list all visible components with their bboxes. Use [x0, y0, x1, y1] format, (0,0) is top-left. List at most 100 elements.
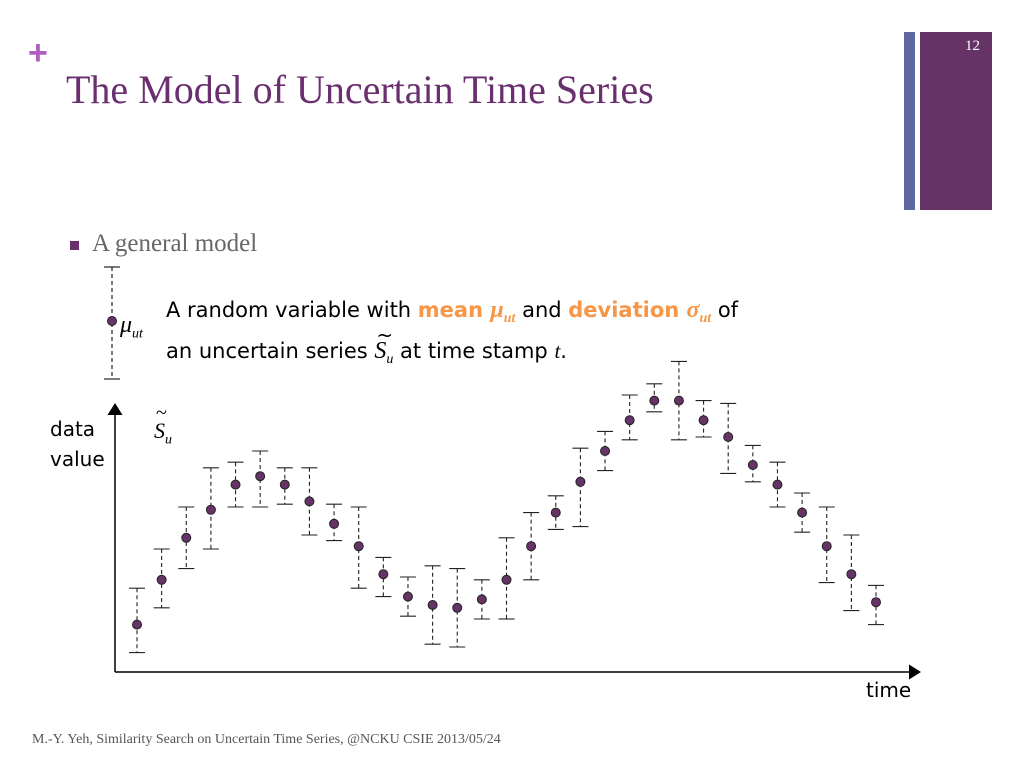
error-bar-point — [350, 506, 367, 589]
mean-label: mean — [417, 298, 491, 322]
desc-of: of — [711, 298, 739, 322]
mean-point — [427, 600, 438, 610]
mean-point — [304, 496, 315, 507]
error-bar-point — [252, 450, 269, 508]
mean-point — [156, 574, 167, 585]
x-axis-label: time — [866, 678, 912, 702]
error-bar-point — [498, 537, 515, 620]
series-subscript: u — [386, 352, 394, 368]
series-symbol: ~ S — [374, 323, 393, 368]
y-axis-label: data value — [50, 414, 105, 474]
error-bar-point — [399, 576, 416, 617]
mean-point — [698, 415, 709, 426]
series-tilde: ~ — [376, 323, 394, 348]
error-bar-point — [720, 402, 737, 474]
description-line-1: A random variable with mean μut and devi… — [166, 294, 738, 335]
mu-symbol: μ — [120, 312, 133, 338]
mean-point — [181, 532, 192, 543]
mean-point — [526, 541, 537, 552]
slide-title: The Model of Uncertain Time Series — [66, 67, 654, 112]
model-description: A random variable with mean μut and devi… — [166, 294, 738, 376]
error-bar-point — [227, 461, 244, 508]
mu-subscript: ut — [132, 326, 143, 342]
error-bar-point — [744, 444, 761, 483]
mean-point — [772, 479, 783, 490]
error-bar-point — [375, 556, 392, 598]
mean-point — [600, 446, 611, 456]
mean-point — [353, 541, 364, 552]
mean-point — [255, 471, 266, 482]
time-symbol: t — [554, 339, 561, 364]
mean-point — [205, 504, 216, 515]
mean-subscript: ut — [503, 311, 516, 327]
mean-symbol: μ — [490, 297, 504, 323]
error-bar-point — [794, 492, 811, 533]
footer-citation: M.-Y. Yeh, Similarity Search on Uncertai… — [32, 732, 501, 747]
bullet-square-icon — [70, 241, 79, 250]
mean-point — [575, 476, 586, 487]
error-bar-point — [818, 506, 835, 584]
mean-point — [329, 518, 340, 529]
error-bar-point — [276, 467, 293, 505]
mean-point — [550, 507, 561, 518]
deviation-subscript: ut — [699, 311, 712, 327]
error-bar-point — [621, 394, 638, 441]
error-bar-point — [326, 503, 343, 542]
mean-point — [673, 395, 684, 406]
mean-point — [747, 460, 758, 470]
y-axis-label-line-1: data — [50, 417, 96, 441]
desc-period: . — [560, 339, 567, 364]
mean-point — [723, 432, 734, 442]
error-bar-point — [202, 467, 219, 550]
mean-point — [846, 569, 857, 580]
y-axis-label-line-2: value — [50, 447, 105, 471]
mean-point — [476, 594, 487, 605]
mean-point — [378, 569, 389, 580]
series-s: S — [374, 338, 387, 365]
desc-text-3: at time stamp — [393, 339, 555, 364]
description-line-2: an uncertain series ~ Su at time stamp t. — [166, 323, 738, 376]
series-label-symbol: ~ S — [154, 402, 167, 444]
error-bar-point — [153, 548, 170, 609]
mean-point — [821, 541, 832, 552]
accent-bar-purple — [920, 32, 992, 210]
error-bar-point — [547, 495, 564, 530]
error-bar-point — [597, 430, 614, 472]
bullet-text: A general model — [92, 230, 258, 257]
mean-point — [132, 619, 142, 630]
mean-point — [452, 602, 463, 613]
mean-point — [402, 591, 413, 602]
slide-number: 12 — [965, 38, 980, 54]
error-bar-point — [670, 360, 687, 441]
plus-sign-icon: + — [28, 34, 48, 72]
series-label-subscript: u — [165, 432, 172, 448]
deviation-symbol: σ — [686, 297, 700, 323]
error-bar-point — [301, 467, 318, 536]
accent-bar-blue — [904, 32, 915, 210]
desc-text-2: an uncertain series — [166, 339, 375, 364]
error-bar-point — [473, 579, 490, 620]
series-label-s: S — [154, 418, 165, 443]
error-bar-point — [868, 584, 884, 626]
error-bar-point — [523, 512, 540, 581]
legend-error-bar — [104, 266, 120, 380]
series-label-tilde: ~ — [156, 402, 167, 424]
error-bar-point — [695, 400, 712, 438]
mean-point — [230, 479, 241, 490]
series-label: ~ Su — [154, 402, 172, 448]
deviation-label: deviation — [568, 298, 687, 322]
mean-point — [797, 507, 808, 518]
desc-and: and — [515, 298, 569, 322]
error-bar-point — [843, 534, 860, 612]
mean-point — [649, 395, 660, 406]
error-bar-point — [646, 383, 663, 413]
error-bar-point — [178, 506, 195, 570]
mean-point — [624, 415, 635, 426]
error-bar-point — [769, 461, 786, 508]
error-bars — [129, 360, 884, 654]
desc-text-1: A random variable with — [166, 298, 418, 322]
error-bar-point — [424, 565, 441, 645]
legend-mu-label: μut — [120, 312, 143, 342]
error-bar-point — [572, 447, 589, 528]
